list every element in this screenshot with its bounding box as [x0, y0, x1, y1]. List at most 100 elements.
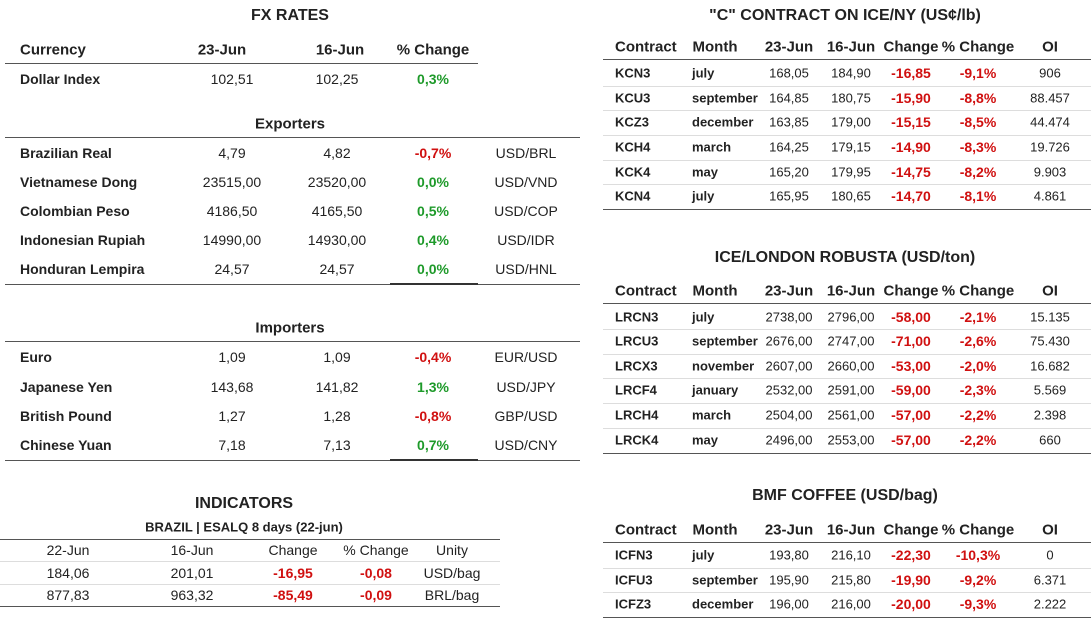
table-cell: 2561,00: [827, 407, 875, 423]
table-cell: 24,57: [214, 261, 250, 277]
table-cell: USD/JPY: [496, 379, 556, 395]
column-header: 23-Jun: [764, 521, 814, 539]
table-cell: -2,3%: [959, 382, 997, 398]
table-cell: 660: [1039, 432, 1061, 448]
table-cell: KCZ3: [615, 114, 649, 130]
table-cell: USD/BRL: [495, 145, 557, 161]
rule: [603, 59, 1091, 60]
section-title: Importers: [255, 319, 325, 337]
table-cell: -0,7%: [414, 145, 452, 161]
rule: [603, 160, 1091, 161]
section-title: INDICATORS: [194, 495, 294, 512]
rule: [390, 283, 478, 285]
column-header: Unity: [436, 542, 468, 558]
rule: [0, 606, 500, 607]
column-header: 16-Jun: [826, 282, 876, 300]
table-cell: march: [692, 407, 732, 423]
table-cell: Euro: [20, 349, 52, 365]
table-cell: -14,90: [891, 139, 931, 155]
column-header: % Change: [941, 521, 1015, 539]
table-cell: BRL/bag: [424, 587, 480, 603]
table-cell: -2,0%: [959, 358, 997, 374]
rule: [603, 135, 1091, 136]
rule: [603, 542, 1091, 543]
table-cell: ICFZ3: [615, 596, 652, 612]
table-cell: Vietnamese Dong: [20, 174, 138, 190]
column-header: Month: [692, 282, 738, 300]
table-cell: july: [692, 65, 715, 81]
table-cell: -8,5%: [959, 114, 997, 130]
table-cell: EUR/USD: [494, 349, 558, 365]
table-cell: 165,95: [769, 188, 809, 204]
table-cell: Japanese Yen: [20, 379, 113, 395]
table-cell: 44.474: [1030, 114, 1070, 130]
table-cell: 24,57: [319, 261, 355, 277]
table-cell: -57,00: [891, 407, 931, 423]
rule: [603, 428, 1091, 429]
table-cell: 4,82: [323, 145, 351, 161]
table-cell: -9,1%: [959, 65, 997, 81]
table-cell: USD/CNY: [494, 437, 558, 453]
column-header: 23-Jun: [764, 282, 814, 300]
table-cell: -0,8%: [414, 408, 452, 424]
rule: [603, 592, 1091, 593]
table-cell: -15,15: [891, 114, 931, 130]
table-cell: KCK4: [615, 164, 651, 180]
table-cell: 2.222: [1033, 596, 1067, 612]
rule: [603, 568, 1091, 569]
table-cell: -14,75: [891, 164, 931, 180]
table-cell: LRCK4: [615, 432, 659, 448]
table-cell: 179,95: [831, 164, 871, 180]
table-cell: 184,06: [46, 565, 90, 581]
table-cell: USD/bag: [423, 565, 481, 581]
table-cell: 164,25: [769, 139, 809, 155]
table-cell: may: [692, 432, 719, 448]
table-cell: 1,09: [218, 349, 246, 365]
table-cell: 184,90: [831, 65, 871, 81]
table-cell: 19.726: [1030, 139, 1070, 155]
table-cell: -9,2%: [959, 572, 997, 588]
table-cell: -57,00: [891, 432, 931, 448]
column-header: % Change: [343, 542, 409, 558]
rule: [390, 459, 478, 461]
table-cell: 1,09: [323, 349, 351, 365]
rule: [603, 209, 1091, 210]
rule: [0, 584, 500, 585]
rule: [5, 63, 478, 64]
table-cell: 168,05: [769, 65, 809, 81]
table-cell: july: [692, 188, 715, 204]
table-cell: 23520,00: [307, 174, 367, 190]
table-cell: GBP/USD: [494, 408, 558, 424]
column-header: Change: [883, 38, 939, 56]
table-cell: 2676,00: [765, 333, 813, 349]
table-cell: 2553,00: [827, 432, 875, 448]
column-header: Month: [692, 38, 738, 56]
table-cell: -8,3%: [959, 139, 997, 155]
table-cell: 963,32: [170, 587, 214, 603]
rule: [603, 110, 1091, 111]
rule: [603, 453, 1091, 454]
section-title: "C" CONTRACT ON ICE/NY (US¢/lb): [709, 7, 981, 24]
table-cell: 1,28: [323, 408, 351, 424]
section-title: BMF COFFEE (USD/bag): [752, 487, 938, 504]
table-cell: KCU3: [615, 90, 651, 106]
table-cell: 4.861: [1033, 188, 1067, 204]
table-cell: Brazilian Real: [20, 145, 112, 161]
table-cell: -15,90: [891, 90, 931, 106]
table-cell: september: [692, 572, 758, 588]
rule: [0, 539, 500, 540]
table-cell: -0,09: [360, 587, 392, 603]
rule: [5, 460, 580, 461]
table-cell: British Pound: [20, 408, 112, 424]
table-cell: july: [692, 547, 715, 563]
table-cell: 193,80: [769, 547, 809, 563]
table-cell: USD/COP: [494, 203, 558, 219]
table-cell: 0,4%: [417, 232, 449, 248]
table-cell: -8,8%: [959, 90, 997, 106]
table-cell: LRCF4: [615, 382, 657, 398]
table-cell: 88.457: [1030, 90, 1070, 106]
table-cell: -8,2%: [959, 164, 997, 180]
table-cell: 0,3%: [417, 71, 449, 87]
table-cell: 16.682: [1030, 358, 1070, 374]
column-header: Change: [883, 282, 939, 300]
